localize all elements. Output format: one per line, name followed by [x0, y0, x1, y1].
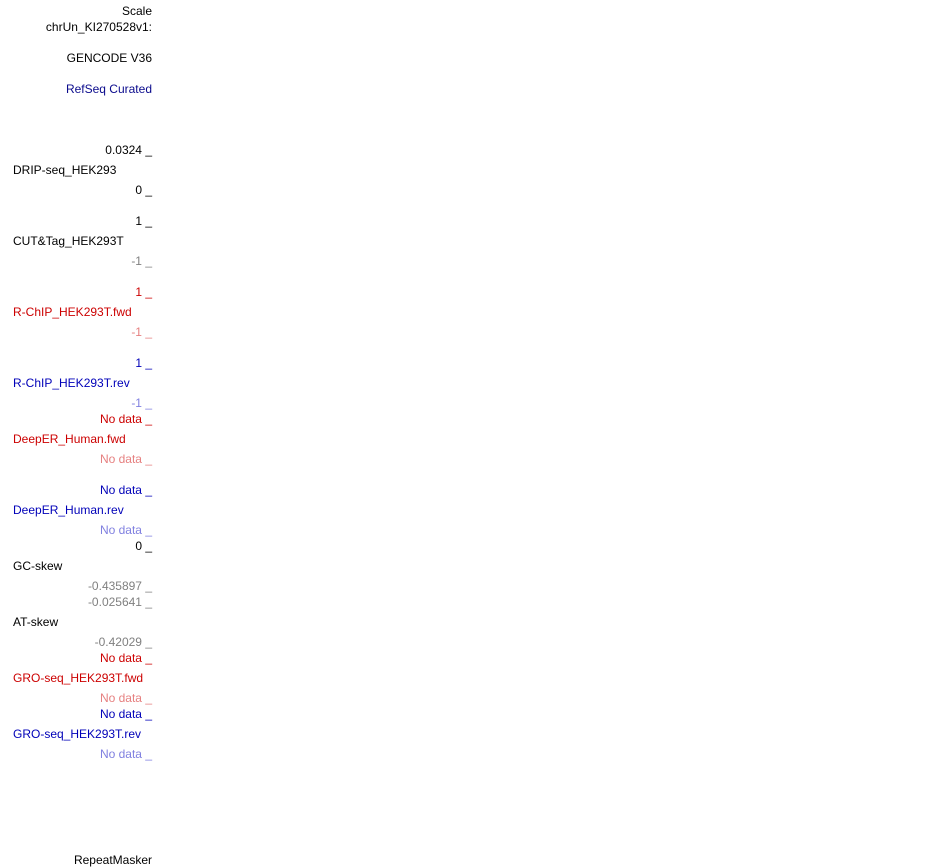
drip-min-value: 0 _ — [135, 183, 152, 197]
scale-label: Scale — [121, 4, 152, 18]
track-cuttag-label[interactable]: CUT&Tag_HEK293T — [13, 234, 124, 248]
track-at-skew-label[interactable]: AT-skew — [13, 615, 59, 629]
drip-max-value: 0.0324 _ — [105, 143, 152, 157]
track-repeatmasker-label[interactable]: RepeatMasker — [73, 853, 152, 867]
gro-rev-max-value: No data _ — [99, 707, 152, 721]
track-refseq-label[interactable]: RefSeq Curated — [65, 82, 152, 96]
rchip-fwd-min-value: -1 _ — [131, 325, 152, 339]
deeper-rev-min-value: No data _ — [99, 523, 152, 537]
chrom-position-label: chrUn_KI270528v1: — [45, 20, 152, 34]
cuttag-max-value: 1 _ — [135, 214, 152, 228]
gro-rev-min-value: No data _ — [99, 747, 152, 761]
track-drip-seq-label[interactable]: DRIP-seq_HEK293 — [13, 163, 117, 177]
track-gencode-label[interactable]: GENCODE V36 — [66, 51, 152, 65]
gc-skew-max-value: 0 _ — [135, 539, 152, 553]
deeper-fwd-min-value: No data _ — [99, 452, 152, 466]
deeper-fwd-max-value: No data _ — [99, 412, 152, 426]
gro-fwd-max-value: No data _ — [99, 651, 152, 665]
gc-skew-min-value: -0.435897 _ — [87, 579, 152, 593]
track-gro-rev-label[interactable]: GRO-seq_HEK293T.rev — [13, 727, 142, 741]
gro-fwd-min-value: No data _ — [99, 691, 152, 705]
track-gro-fwd-label[interactable]: GRO-seq_HEK293T.fwd — [13, 671, 144, 685]
deeper-rev-max-value: No data _ — [99, 483, 152, 497]
cuttag-min-value: -1 _ — [131, 254, 152, 268]
track-gc-skew-label[interactable]: GC-skew — [13, 559, 63, 573]
at-skew-min-value: -0.42029 _ — [94, 635, 152, 649]
track-rchip-rev-label[interactable]: R-ChIP_HEK293T.rev — [13, 376, 130, 390]
rchip-rev-max-value: 1 _ — [135, 356, 152, 370]
at-skew-max-value: -0.025641 _ — [87, 595, 152, 609]
rchip-rev-min-value: -1 _ — [131, 396, 152, 410]
track-deeper-rev-label[interactable]: DeepER_Human.rev — [13, 503, 124, 517]
track-rchip-fwd-label[interactable]: R-ChIP_HEK293T.fwd — [13, 305, 132, 319]
rchip-fwd-max-value: 1 _ — [135, 285, 152, 299]
track-deeper-fwd-label[interactable]: DeepER_Human.fwd — [13, 432, 126, 446]
